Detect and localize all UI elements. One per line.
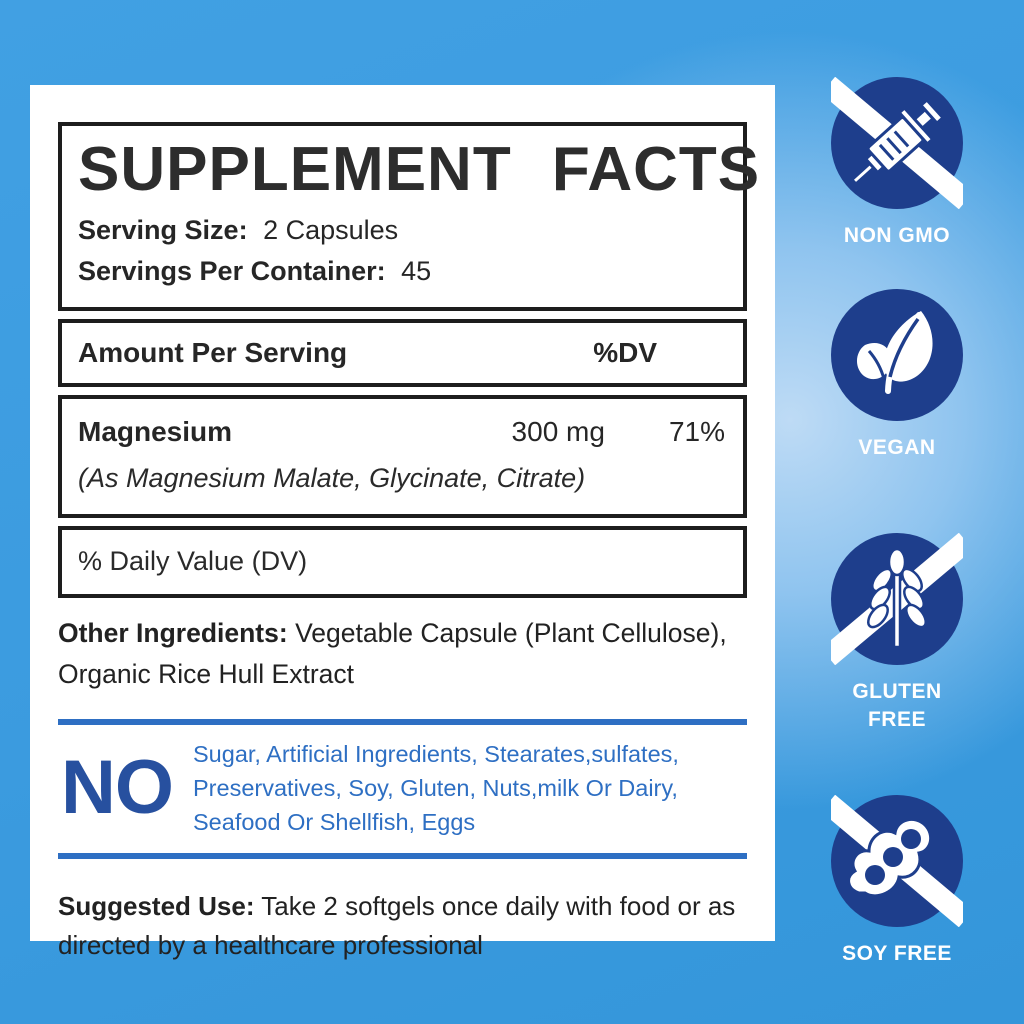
supplement-label-card: SUPPLEMENT FACTS Serving Size: 2 Capsule… xyxy=(30,85,775,960)
free-of-claims-block: NO Sugar, Artificial Ingredients, Steara… xyxy=(58,718,747,859)
supplement-facts-title: SUPPLEMENT FACTS xyxy=(78,135,761,204)
no-soybean-icon xyxy=(831,795,963,927)
amount-per-serving-header-box: Amount Per Serving %DV xyxy=(58,318,747,387)
other-ingredients: Other Ingredients: Vegetable Capsule (Pl… xyxy=(58,613,747,695)
nutrient-row-magnesium: Magnesium 300 mg 71% xyxy=(78,416,725,448)
servings-per-container-row: Servings Per Container: 45 xyxy=(78,255,725,289)
nutrient-forms-detail: (As Magnesium Malate, Glycinate, Citrate… xyxy=(78,462,586,493)
badge-vegan: VEGAN xyxy=(817,289,977,462)
suggested-use-label: Suggested Use: xyxy=(58,891,255,921)
nutrient-name: Magnesium xyxy=(78,415,233,447)
amount-per-serving-header: Amount Per Serving xyxy=(78,336,348,368)
no-syringe-icon xyxy=(831,77,963,209)
suggested-use-value: Take 2 softgels once daily with food or … xyxy=(58,891,736,960)
no-wheat-icon xyxy=(831,533,963,665)
badge-non-gmo: NON GMO xyxy=(817,77,977,250)
no-word: NO xyxy=(61,744,174,830)
badge-label-vegan: VEGAN xyxy=(858,436,936,459)
no-items-list: Sugar, Artificial Ingredients, Stearates… xyxy=(193,740,679,835)
other-ingredients-label: Other Ingredients: xyxy=(58,617,288,648)
serving-size-row: Serving Size: 2 Capsules xyxy=(78,214,725,248)
other-ingredients-value: Vegetable Capsule (Plant Cellulose), Org… xyxy=(58,617,727,689)
dv-column-header: %DV xyxy=(593,336,657,368)
badge-label-gluten-free: GLUTEN FREE xyxy=(852,680,942,732)
leaf-icon xyxy=(831,289,963,421)
badge-soy-free: SOY FREE xyxy=(817,795,977,968)
suggested-use: Suggested Use: Take 2 softgels once dail… xyxy=(58,887,747,965)
badge-label-non-gmo: NON GMO xyxy=(843,224,951,247)
serving-size-label: Serving Size: xyxy=(78,215,248,246)
daily-value-footnote-box: % Daily Value (DV) xyxy=(58,525,747,598)
nutrient-dv-percent: 71% xyxy=(668,415,725,447)
daily-value-footnote: % Daily Value (DV) xyxy=(78,545,308,576)
nutrient-box: Magnesium 300 mg 71% (As Magnesium Malat… xyxy=(58,394,747,518)
supplement-facts-header-box: SUPPLEMENT FACTS Serving Size: 2 Capsule… xyxy=(58,122,761,311)
servings-per-container-label: Servings Per Container: xyxy=(78,255,386,286)
badge-label-soy-free: SOY FREE xyxy=(842,942,952,965)
serving-size-value: 2 Capsules xyxy=(263,215,399,246)
nutrient-amount: 300 mg xyxy=(511,415,605,447)
servings-per-container-value: 45 xyxy=(401,255,432,286)
badge-gluten-free: GLUTEN FREE xyxy=(817,533,977,735)
